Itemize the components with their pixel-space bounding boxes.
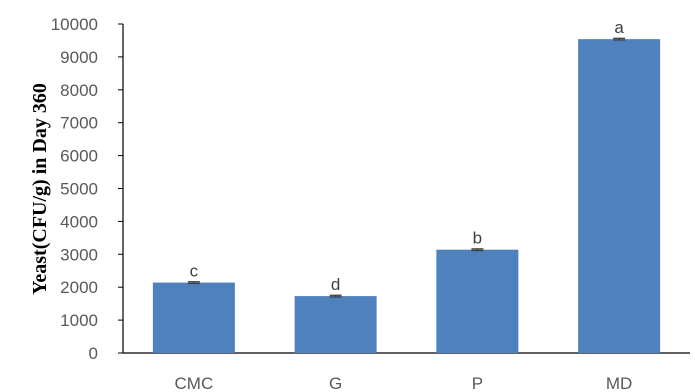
- x-tick-label: CMC: [175, 374, 214, 392]
- y-tick-label: 4000: [60, 212, 98, 231]
- error-bar: [471, 248, 484, 252]
- y-axis-label: Yeast(CFU/g) in Day 360: [29, 83, 51, 295]
- bar-cmc: [152, 282, 235, 353]
- bar-md: [578, 39, 661, 353]
- error-bar: [613, 37, 626, 41]
- error-bar: [329, 294, 342, 298]
- bar-p: [436, 249, 519, 353]
- y-tick-label: 6000: [60, 147, 98, 166]
- category-labels: CMC G P MD: [175, 374, 633, 392]
- x-tick-label: G: [329, 374, 342, 392]
- y-tick-label: 7000: [60, 114, 98, 133]
- y-tick-label: 9000: [60, 48, 98, 67]
- bar-g: [294, 296, 377, 353]
- y-tick-label: 8000: [60, 81, 98, 100]
- data-label: b: [473, 229, 482, 248]
- y-tick-label: 5000: [60, 180, 98, 199]
- y-tick-labels: 0 1000 2000 3000 4000 5000 6000 7000 8000 9000 100…: [51, 15, 123, 363]
- bars: c d b a: [152, 18, 661, 353]
- data-label: a: [614, 18, 624, 37]
- x-tick-label: MD: [606, 374, 632, 392]
- y-tick-label: 3000: [60, 245, 98, 264]
- x-tick-label: P: [472, 374, 483, 392]
- y-tick-label: 2000: [60, 278, 98, 297]
- y-tick-label: 1000: [60, 311, 98, 330]
- error-bar: [187, 281, 200, 285]
- y-tick-label: 10000: [51, 15, 98, 34]
- data-label: c: [190, 262, 199, 281]
- data-label: d: [331, 275, 340, 294]
- y-tick-label: 0: [89, 344, 98, 363]
